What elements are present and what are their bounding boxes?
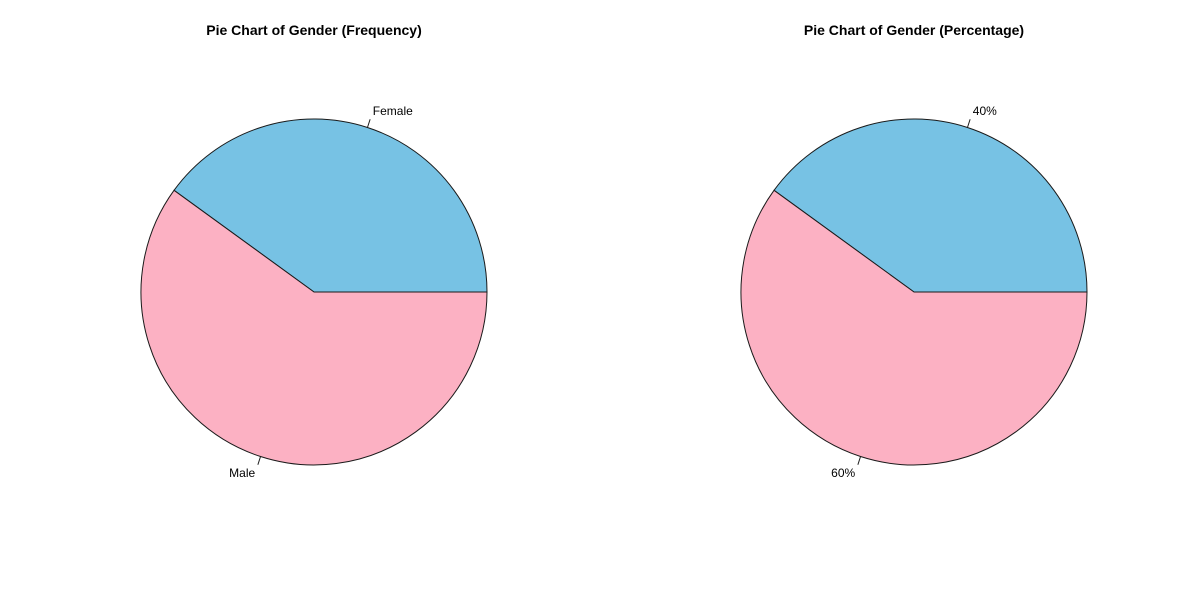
pie-slice-male-frequency	[140, 189, 488, 466]
slice-label-male-percentage: 60%	[831, 466, 855, 480]
label-tick-male-frequency	[257, 456, 262, 465]
pie-slice-male-percentage	[740, 189, 1088, 466]
chart-title-percentage: Pie Chart of Gender (Percentage)	[804, 22, 1024, 38]
slice-label-male-frequency: Male	[229, 466, 255, 480]
slice-label-female-percentage: 40%	[973, 104, 997, 118]
label-tick-female-frequency	[366, 119, 371, 128]
slice-label-female-frequency: Female	[373, 104, 413, 118]
chart-title-frequency: Pie Chart of Gender (Frequency)	[206, 22, 421, 38]
pie-chart-frequency: Pie Chart of Gender (Frequency) Female Ma…	[140, 22, 488, 480]
pie-chart-percentage: Pie Chart of Gender (Percentage) 40% 60%	[740, 22, 1088, 480]
label-tick-female-percentage	[966, 119, 971, 128]
label-tick-male-percentage	[857, 456, 862, 465]
